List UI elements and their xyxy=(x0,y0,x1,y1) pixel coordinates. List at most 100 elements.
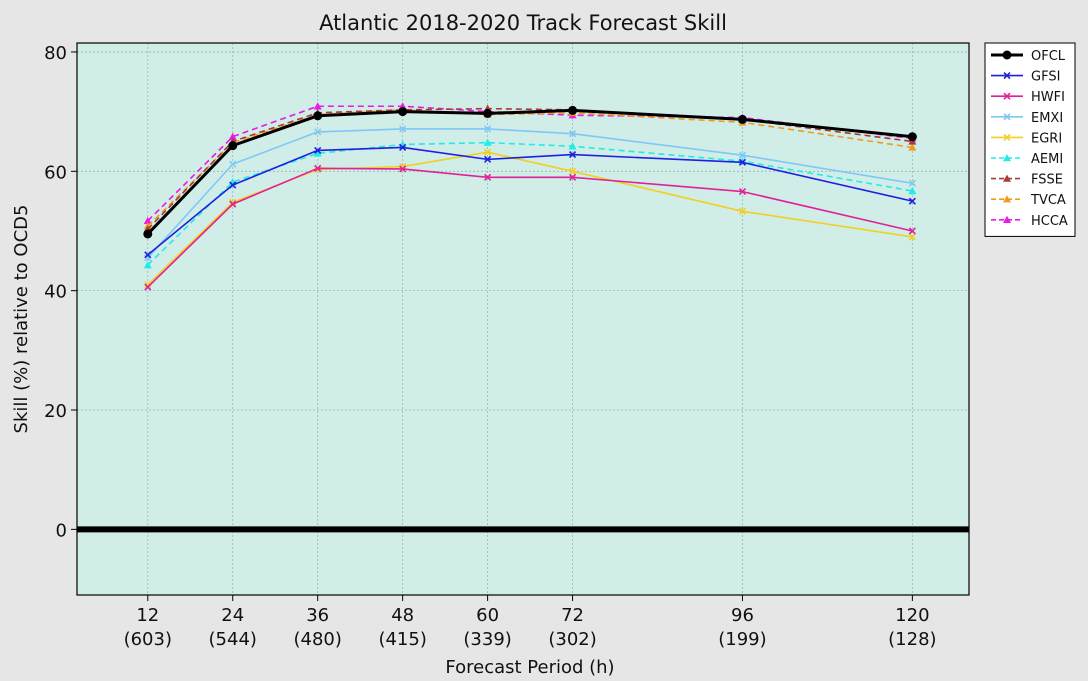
series-line xyxy=(147,146,913,256)
legend-entry: TVCA xyxy=(991,193,1066,208)
x-tick-count-label: (199) xyxy=(718,629,766,650)
x-tick-label: 12 xyxy=(136,605,159,626)
data-point xyxy=(568,173,577,181)
data-point xyxy=(144,281,152,289)
legend-entry: AEMI xyxy=(991,152,1063,167)
data-point xyxy=(1003,215,1011,223)
data-point xyxy=(314,128,322,136)
data-point xyxy=(229,198,237,206)
x-axis-ticks: 12 (603) 24 (544) 36 (480) 48 (415) 60 (339) 72 (30… xyxy=(124,595,937,650)
data-point xyxy=(908,227,916,235)
data-point xyxy=(143,216,152,225)
x-tick-label: 96 xyxy=(731,605,754,626)
x-tick-count-label: (128) xyxy=(888,629,936,650)
y-tick-label: 40 xyxy=(44,282,67,303)
legend-entry: EMXI xyxy=(991,111,1063,126)
y-tick-label: 0 xyxy=(56,520,67,541)
data-point xyxy=(737,114,747,124)
data-point xyxy=(1003,92,1011,100)
legend: OFCL GFSI HWFI EMXI EGRI AEMI FSSE TVCA HCCA xyxy=(984,42,1076,237)
data-point xyxy=(568,142,577,150)
data-point xyxy=(1003,154,1011,162)
data-point xyxy=(907,132,917,142)
legend-label: OFCL xyxy=(1031,49,1066,64)
series-line xyxy=(147,105,913,222)
legend-label: AEMI xyxy=(1031,152,1063,167)
data-point xyxy=(484,125,492,133)
series-line xyxy=(147,167,913,288)
series-line xyxy=(147,141,913,266)
legend-label: GFSI xyxy=(1031,70,1060,85)
y-tick-label: 60 xyxy=(44,162,67,183)
plot-area xyxy=(76,42,970,596)
series-line xyxy=(147,128,913,259)
legend-entry: EGRI xyxy=(991,131,1062,146)
series-ofcl xyxy=(143,105,917,239)
data-point xyxy=(484,173,492,181)
data-point xyxy=(908,179,916,187)
data-point xyxy=(228,141,238,151)
x-tick-count-label: (480) xyxy=(293,629,341,650)
data-point xyxy=(399,125,407,133)
data-point xyxy=(738,188,747,196)
chart-title: Atlantic 2018-2020 Track Forecast Skill xyxy=(319,11,727,35)
y-tick-label: 20 xyxy=(44,401,67,422)
data-point xyxy=(908,143,917,151)
data-point xyxy=(1002,50,1012,60)
data-point xyxy=(314,164,322,172)
data-point xyxy=(568,130,577,138)
legend-entry: HWFI xyxy=(991,90,1065,105)
data-point xyxy=(1003,72,1011,80)
data-point xyxy=(144,283,152,291)
data-point xyxy=(399,165,407,173)
data-point xyxy=(738,151,747,159)
legend-entry: OFCL xyxy=(991,49,1066,64)
series-lines xyxy=(143,102,917,291)
data-point xyxy=(1003,113,1011,121)
data-point xyxy=(398,107,408,117)
data-point xyxy=(484,148,492,156)
series-gfsi xyxy=(144,143,916,259)
x-tick-count-label: (603) xyxy=(124,629,172,650)
data-point xyxy=(568,151,577,159)
legend-label: TVCA xyxy=(1030,193,1066,208)
data-point xyxy=(314,165,322,174)
x-tick-label: 24 xyxy=(221,605,244,626)
data-point xyxy=(483,108,493,118)
x-tick-count-label: (339) xyxy=(463,629,511,650)
data-point xyxy=(568,105,578,115)
legend-entry: HCCA xyxy=(991,214,1068,229)
data-point xyxy=(908,197,916,205)
series-line xyxy=(147,151,913,286)
x-tick-count-label: (302) xyxy=(548,629,596,650)
series-egri xyxy=(144,148,916,289)
data-point xyxy=(313,102,322,110)
plot-frame xyxy=(76,42,970,596)
legend-entry: FSSE xyxy=(991,173,1063,188)
x-tick-label: 120 xyxy=(895,605,929,626)
x-tick-count-label: (544) xyxy=(209,629,257,650)
data-point xyxy=(313,149,322,157)
data-point xyxy=(1003,133,1011,141)
data-point xyxy=(1003,195,1011,203)
legend-entry: GFSI xyxy=(991,70,1060,85)
y-tick-label: 80 xyxy=(44,43,67,64)
data-point xyxy=(229,160,237,168)
data-point xyxy=(1003,174,1011,182)
data-point xyxy=(143,260,152,269)
data-point xyxy=(483,138,492,146)
data-point xyxy=(143,229,153,239)
data-point xyxy=(229,181,237,189)
x-tick-count-label: (415) xyxy=(378,629,426,650)
x-tick-label: 72 xyxy=(561,605,584,626)
x-tick-label: 36 xyxy=(306,605,329,626)
data-point xyxy=(144,251,152,259)
legend-label: HCCA xyxy=(1031,214,1068,229)
data-point xyxy=(484,155,492,163)
series-line xyxy=(147,109,913,227)
data-point xyxy=(568,167,577,175)
data-point xyxy=(228,132,237,140)
data-point xyxy=(313,111,323,121)
x-tick-label: 60 xyxy=(476,605,499,626)
